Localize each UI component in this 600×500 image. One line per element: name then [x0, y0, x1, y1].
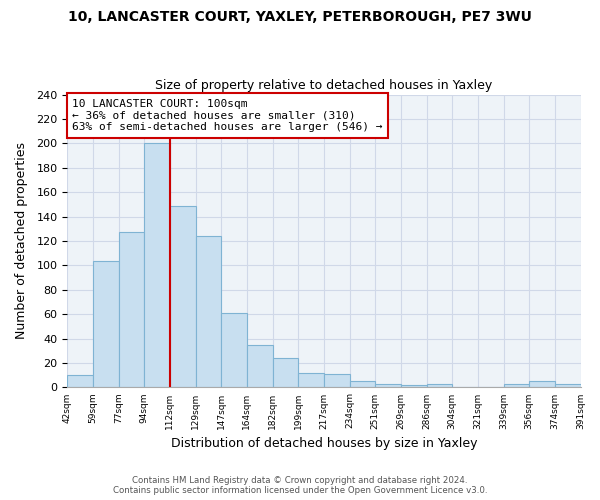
- Y-axis label: Number of detached properties: Number of detached properties: [15, 142, 28, 340]
- Text: 10, LANCASTER COURT, YAXLEY, PETERBOROUGH, PE7 3WU: 10, LANCASTER COURT, YAXLEY, PETERBOROUG…: [68, 10, 532, 24]
- Title: Size of property relative to detached houses in Yaxley: Size of property relative to detached ho…: [155, 79, 493, 92]
- Bar: [93, 260, 119, 388]
- Bar: [324, 374, 350, 388]
- Bar: [555, 384, 581, 388]
- Bar: [67, 375, 93, 388]
- Bar: [503, 384, 529, 388]
- Text: 10 LANCASTER COURT: 100sqm
← 36% of detached houses are smaller (310)
63% of sem: 10 LANCASTER COURT: 100sqm ← 36% of deta…: [73, 99, 383, 132]
- Bar: [375, 384, 401, 388]
- Bar: [196, 236, 221, 388]
- Bar: [529, 382, 555, 388]
- Bar: [144, 144, 170, 388]
- Bar: [221, 313, 247, 388]
- Bar: [247, 344, 272, 388]
- Text: Contains HM Land Registry data © Crown copyright and database right 2024.
Contai: Contains HM Land Registry data © Crown c…: [113, 476, 487, 495]
- Bar: [401, 385, 427, 388]
- X-axis label: Distribution of detached houses by size in Yaxley: Distribution of detached houses by size …: [170, 437, 477, 450]
- Bar: [298, 373, 324, 388]
- Bar: [119, 232, 144, 388]
- Bar: [427, 384, 452, 388]
- Bar: [170, 206, 196, 388]
- Bar: [350, 382, 375, 388]
- Bar: [272, 358, 298, 388]
